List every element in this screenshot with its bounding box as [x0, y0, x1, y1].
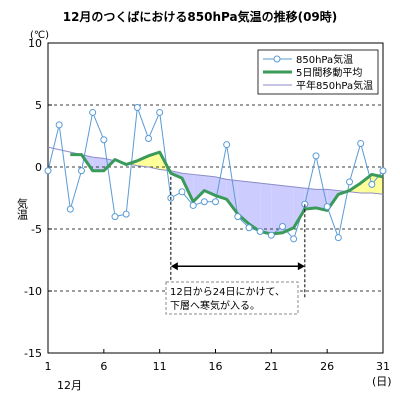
below-normal-fill — [237, 180, 249, 225]
below-normal-fill — [293, 186, 305, 228]
legend-label: 平年850hPa気温 — [296, 79, 373, 92]
x-tick-label: 26 — [320, 360, 334, 373]
arrow-left-head-icon — [170, 262, 178, 271]
y-tick-label: -15 — [24, 347, 42, 360]
observed-point — [44, 167, 52, 175]
x-tick-labels: 1 6 11 16 21 26 31 — [45, 349, 390, 373]
observed-point — [111, 213, 119, 221]
moving-average-line — [70, 150, 384, 236]
observed-point — [89, 108, 97, 116]
observed-point — [312, 152, 320, 160]
x-tick-label: 31 — [376, 360, 390, 373]
below-normal-fill — [271, 184, 283, 234]
observed-point — [379, 167, 387, 175]
y-tick-label: 5 — [35, 99, 42, 112]
x-tick-label: 6 — [100, 360, 107, 373]
normal-temperature-line — [47, 146, 384, 195]
legend-label: 850hPa気温 — [296, 53, 353, 66]
below-normal-fill — [193, 174, 205, 202]
x-tick-label: 21 — [264, 360, 278, 373]
above-normal-fill — [360, 174, 372, 194]
y-axis-label: 気温 — [16, 197, 29, 220]
legend-marker — [273, 55, 281, 63]
observed-point — [78, 167, 85, 175]
observed-point — [100, 136, 108, 144]
x-unit-label: (日) — [372, 375, 392, 388]
observed-point — [200, 198, 208, 206]
annotation-box — [165, 281, 299, 315]
below-normal-fill — [249, 181, 261, 232]
observed-point — [256, 227, 264, 235]
observed-point — [245, 224, 253, 232]
chart-title: 12月のつくばにおける850hPa気温の推移(09時) — [62, 10, 338, 24]
y-tick-labels: -15 -10 -5 0 5 10 — [24, 37, 52, 360]
y-tick-label: 10 — [28, 37, 42, 50]
annotation-text-line1: 12日から24日にかけて、 — [170, 286, 285, 298]
y-tick-label: 0 — [35, 161, 42, 174]
observed-point — [290, 235, 298, 243]
observed-point — [156, 108, 164, 116]
below-normal-fill — [92, 157, 104, 171]
observed-point — [368, 180, 376, 188]
y-tick-label: -5 — [31, 223, 42, 236]
observed-point — [346, 178, 353, 186]
x-tick-label: 16 — [209, 360, 223, 373]
y-tick-label: -10 — [24, 285, 42, 298]
legend-label: 5日間移動平均 — [296, 66, 362, 79]
anomaly-fills — [70, 152, 383, 234]
observed-point — [122, 210, 130, 218]
observed-temperature-line — [47, 106, 384, 240]
observed-point — [234, 213, 242, 221]
arrow-right-head-icon — [297, 262, 305, 271]
x-month-label: 12月 — [57, 379, 82, 392]
x-tick-label: 1 — [45, 360, 52, 373]
above-normal-fill — [371, 174, 383, 195]
observed-point — [212, 198, 219, 206]
grid-lines — [48, 104, 383, 292]
observed-point — [357, 139, 365, 147]
x-tick-label: 11 — [153, 360, 167, 373]
annotation-text-line2: 下層へ寒気が入る。 — [170, 299, 260, 312]
below-normal-fill — [260, 183, 272, 234]
below-normal-fill — [226, 179, 238, 215]
observed-point — [133, 103, 141, 111]
observed-point — [178, 188, 186, 196]
series-markers — [44, 103, 387, 243]
below-normal-fill — [215, 176, 227, 200]
annotation: 12日から24日にかけて、下層へ寒気が入る。 — [165, 176, 306, 315]
observed-point — [334, 234, 342, 242]
below-normal-fill — [282, 185, 294, 233]
observed-point — [189, 201, 197, 209]
observed-point — [267, 231, 275, 239]
observed-point — [223, 141, 231, 149]
observed-point — [323, 203, 331, 211]
y-unit-label: (℃) — [30, 30, 49, 41]
observed-point — [145, 134, 152, 142]
series-lines — [47, 106, 384, 240]
observed-point — [279, 223, 286, 231]
observed-point — [55, 121, 63, 129]
observed-point — [66, 205, 74, 213]
